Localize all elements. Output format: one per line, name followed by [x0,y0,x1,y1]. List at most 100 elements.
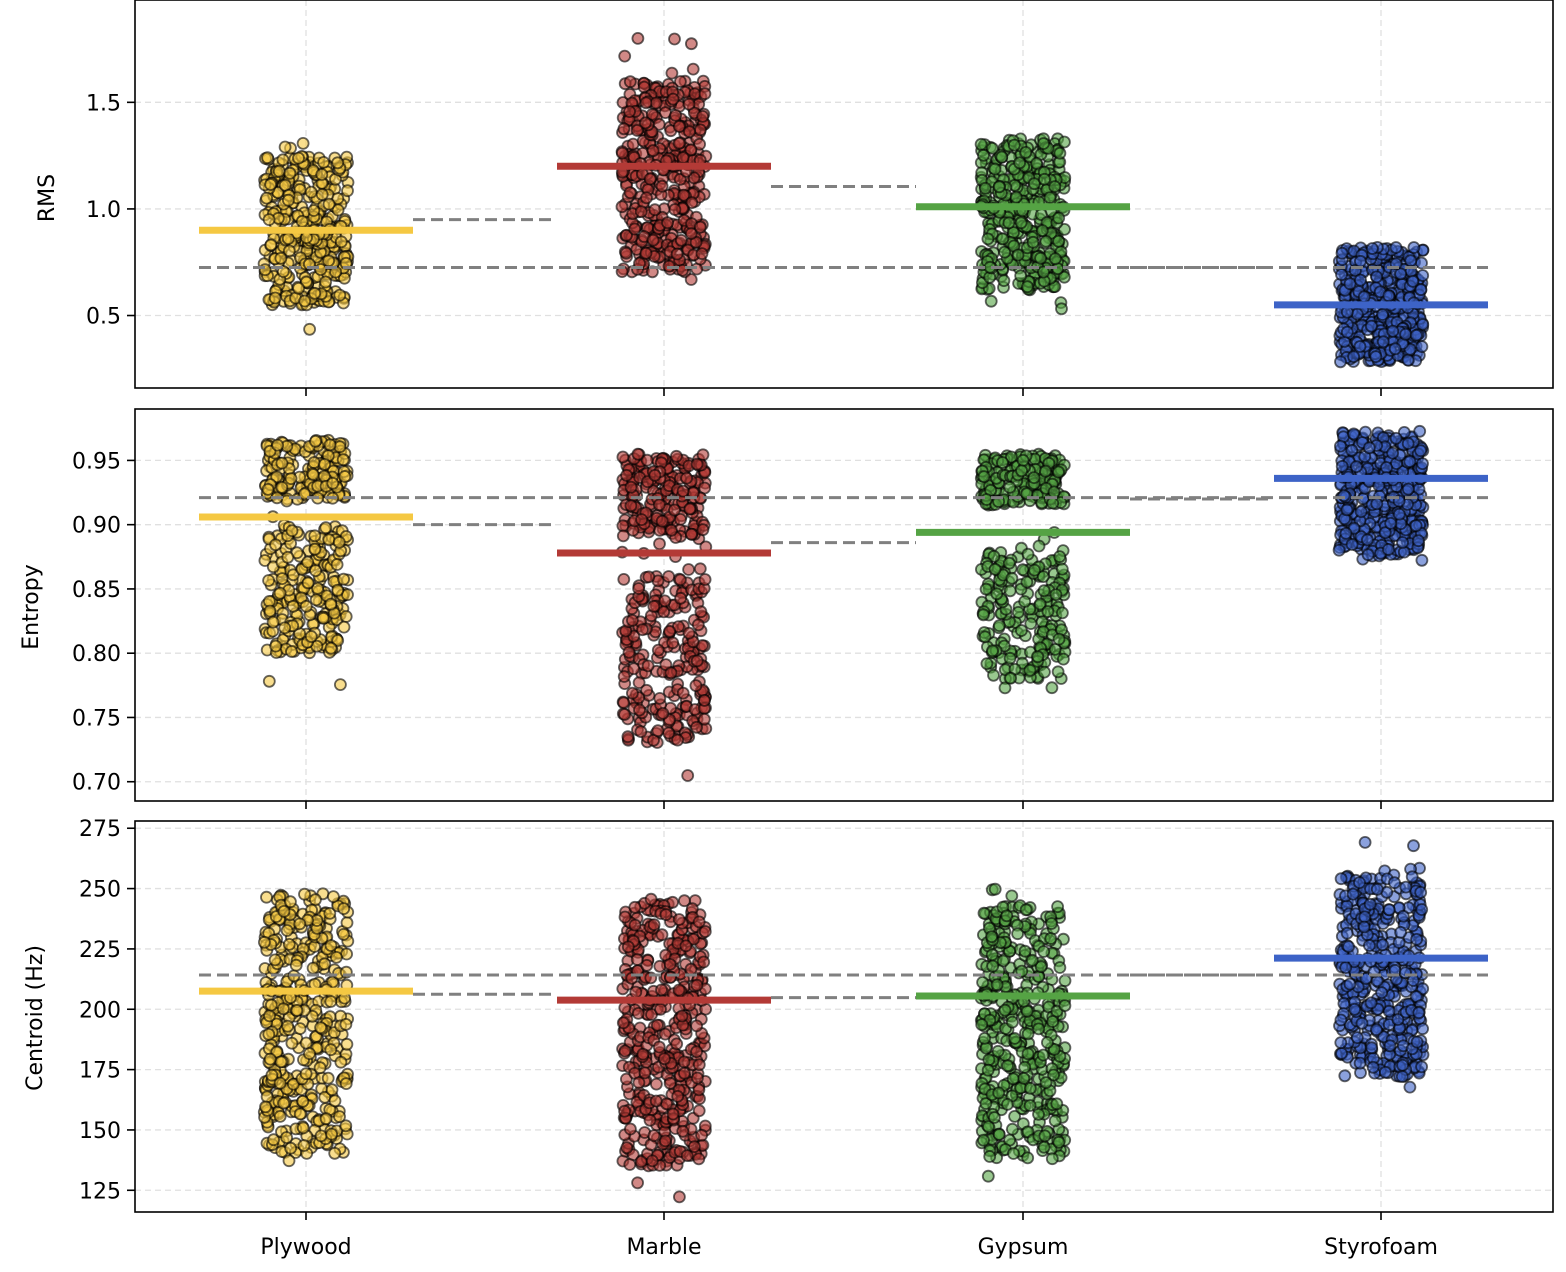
data-point-styrofoam [1335,246,1349,260]
panel-entropy-ylabel: Entropy [19,564,44,649]
data-point-styrofoam [1347,350,1360,364]
data-point-marble [684,273,698,286]
data-point-marble [672,983,686,997]
data-point-gypsum [1046,1015,1059,1028]
data-point-plywood [295,214,309,228]
data-point-plywood [296,136,310,150]
data-point-styrofoam [1404,254,1418,268]
data-point-plywood [337,928,351,941]
data-point-plywood [333,678,347,691]
data-point-styrofoam [1369,350,1383,364]
data-point-marble [658,1027,672,1041]
data-point-marble [669,109,682,122]
data-point-styrofoam [1386,446,1399,460]
data-point-marble [676,686,690,700]
data-point-marble [658,594,672,608]
data-point-marble [685,196,699,210]
data-point-plywood [276,1002,290,1016]
data-point-marble [698,87,712,101]
data-point-marble [617,696,631,710]
data-point-marble [695,247,709,261]
y-tick-label: 0.90 [72,514,121,539]
y-tick-label: 0.80 [72,642,121,667]
data-point-plywood [304,185,318,199]
y-tick-label: 1.0 [86,198,121,223]
data-point-marble [623,105,636,118]
data-point-styrofoam [1332,543,1346,557]
data-point-marble [616,1016,630,1030]
data-point-marble [692,1152,706,1166]
data-point-gypsum [995,150,1009,164]
data-point-styrofoam [1350,460,1363,474]
data-point-marble [648,203,662,217]
data-point-marble [674,591,687,605]
data-point-plywood [273,586,287,600]
data-point-marble [672,120,686,133]
data-point-plywood [261,482,275,496]
data-point-plywood [261,151,274,165]
data-point-marble [643,1113,657,1127]
data-point-styrofoam [1416,1022,1429,1036]
data-point-plywood [264,998,278,1012]
data-point-gypsum [977,906,991,920]
data-point-marble [689,679,703,692]
data-point-marble [682,97,696,111]
data-point-styrofoam [1335,268,1348,282]
data-point-gypsum [1032,539,1046,553]
data-point-gypsum [1021,280,1034,294]
data-point-marble [650,1077,663,1091]
data-point-gypsum [1004,671,1017,685]
data-point-marble [621,730,635,744]
data-point-styrofoam [1407,241,1421,254]
data-point-plywood [307,456,321,469]
data-point-plywood [299,1036,313,1050]
data-point-plywood [324,1043,338,1057]
data-point-marble [626,686,639,700]
data-point-plywood [337,620,351,634]
data-point-styrofoam [1354,273,1367,287]
data-point-gypsum [1057,652,1070,666]
data-point-plywood [296,1095,310,1108]
data-point-gypsum [1001,1098,1014,1111]
data-point-marble [676,151,690,165]
data-point-gypsum [1034,251,1047,265]
data-point-marble [665,66,679,80]
data-point-gypsum [984,294,998,308]
data-point-plywood [334,235,348,249]
data-point-marble [684,143,698,157]
data-point-plywood [338,470,352,483]
data-point-plywood [258,263,272,277]
data-point-marble [690,978,704,992]
y-tick-label: 0.75 [72,706,121,731]
data-point-marble [628,222,642,236]
data-point-gypsum [1018,944,1032,958]
data-point-marble [653,959,667,973]
data-point-marble [620,1141,634,1155]
data-point-plywood [263,1052,277,1066]
data-point-gypsum [1006,1122,1019,1136]
data-point-plywood [301,576,315,590]
data-point-gypsum [1005,889,1019,903]
data-point-marble [659,1134,672,1148]
data-point-plywood [315,168,329,181]
data-point-plywood [315,188,329,201]
data-point-marble [638,1066,652,1080]
data-point-gypsum [1037,1140,1051,1154]
data-point-gypsum [992,1128,1006,1141]
data-point-styrofoam [1389,431,1403,445]
data-point-gypsum [1017,1072,1031,1085]
data-point-styrofoam [1354,254,1367,268]
data-point-plywood [274,1055,288,1069]
data-point-styrofoam [1337,489,1351,503]
data-point-gypsum [996,456,1009,469]
data-point-gypsum [1005,571,1019,585]
data-point-marble [678,1066,691,1080]
data-point-styrofoam [1363,441,1376,455]
data-point-marble [655,514,669,528]
data-point-plywood [285,524,299,538]
data-point-gypsum [1021,1151,1035,1165]
data-point-plywood [325,1083,339,1097]
data-point-marble [668,503,681,517]
data-point-plywood [333,1110,346,1123]
data-point-marble [634,1155,648,1169]
